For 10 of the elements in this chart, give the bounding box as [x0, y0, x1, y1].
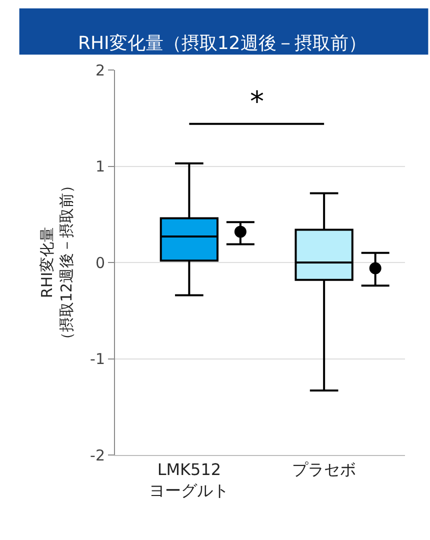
y-tick-label: 2	[95, 61, 105, 80]
y-tick-label: -2	[90, 446, 105, 464]
annotation: *	[250, 85, 264, 118]
chart-title: RHI変化量（摂取12週後－摂取前）	[78, 33, 366, 54]
x-tick-label: プラセボ	[292, 460, 356, 480]
y-axis-title: RHI変化量（摂取12週後－摂取前）	[38, 178, 76, 348]
y-tick-label: 1	[95, 158, 105, 176]
y-tick-label: 0	[95, 254, 105, 272]
y-tick-label: -1	[90, 350, 105, 368]
x-tick-label: LMK512 ヨーグルト	[149, 460, 230, 500]
